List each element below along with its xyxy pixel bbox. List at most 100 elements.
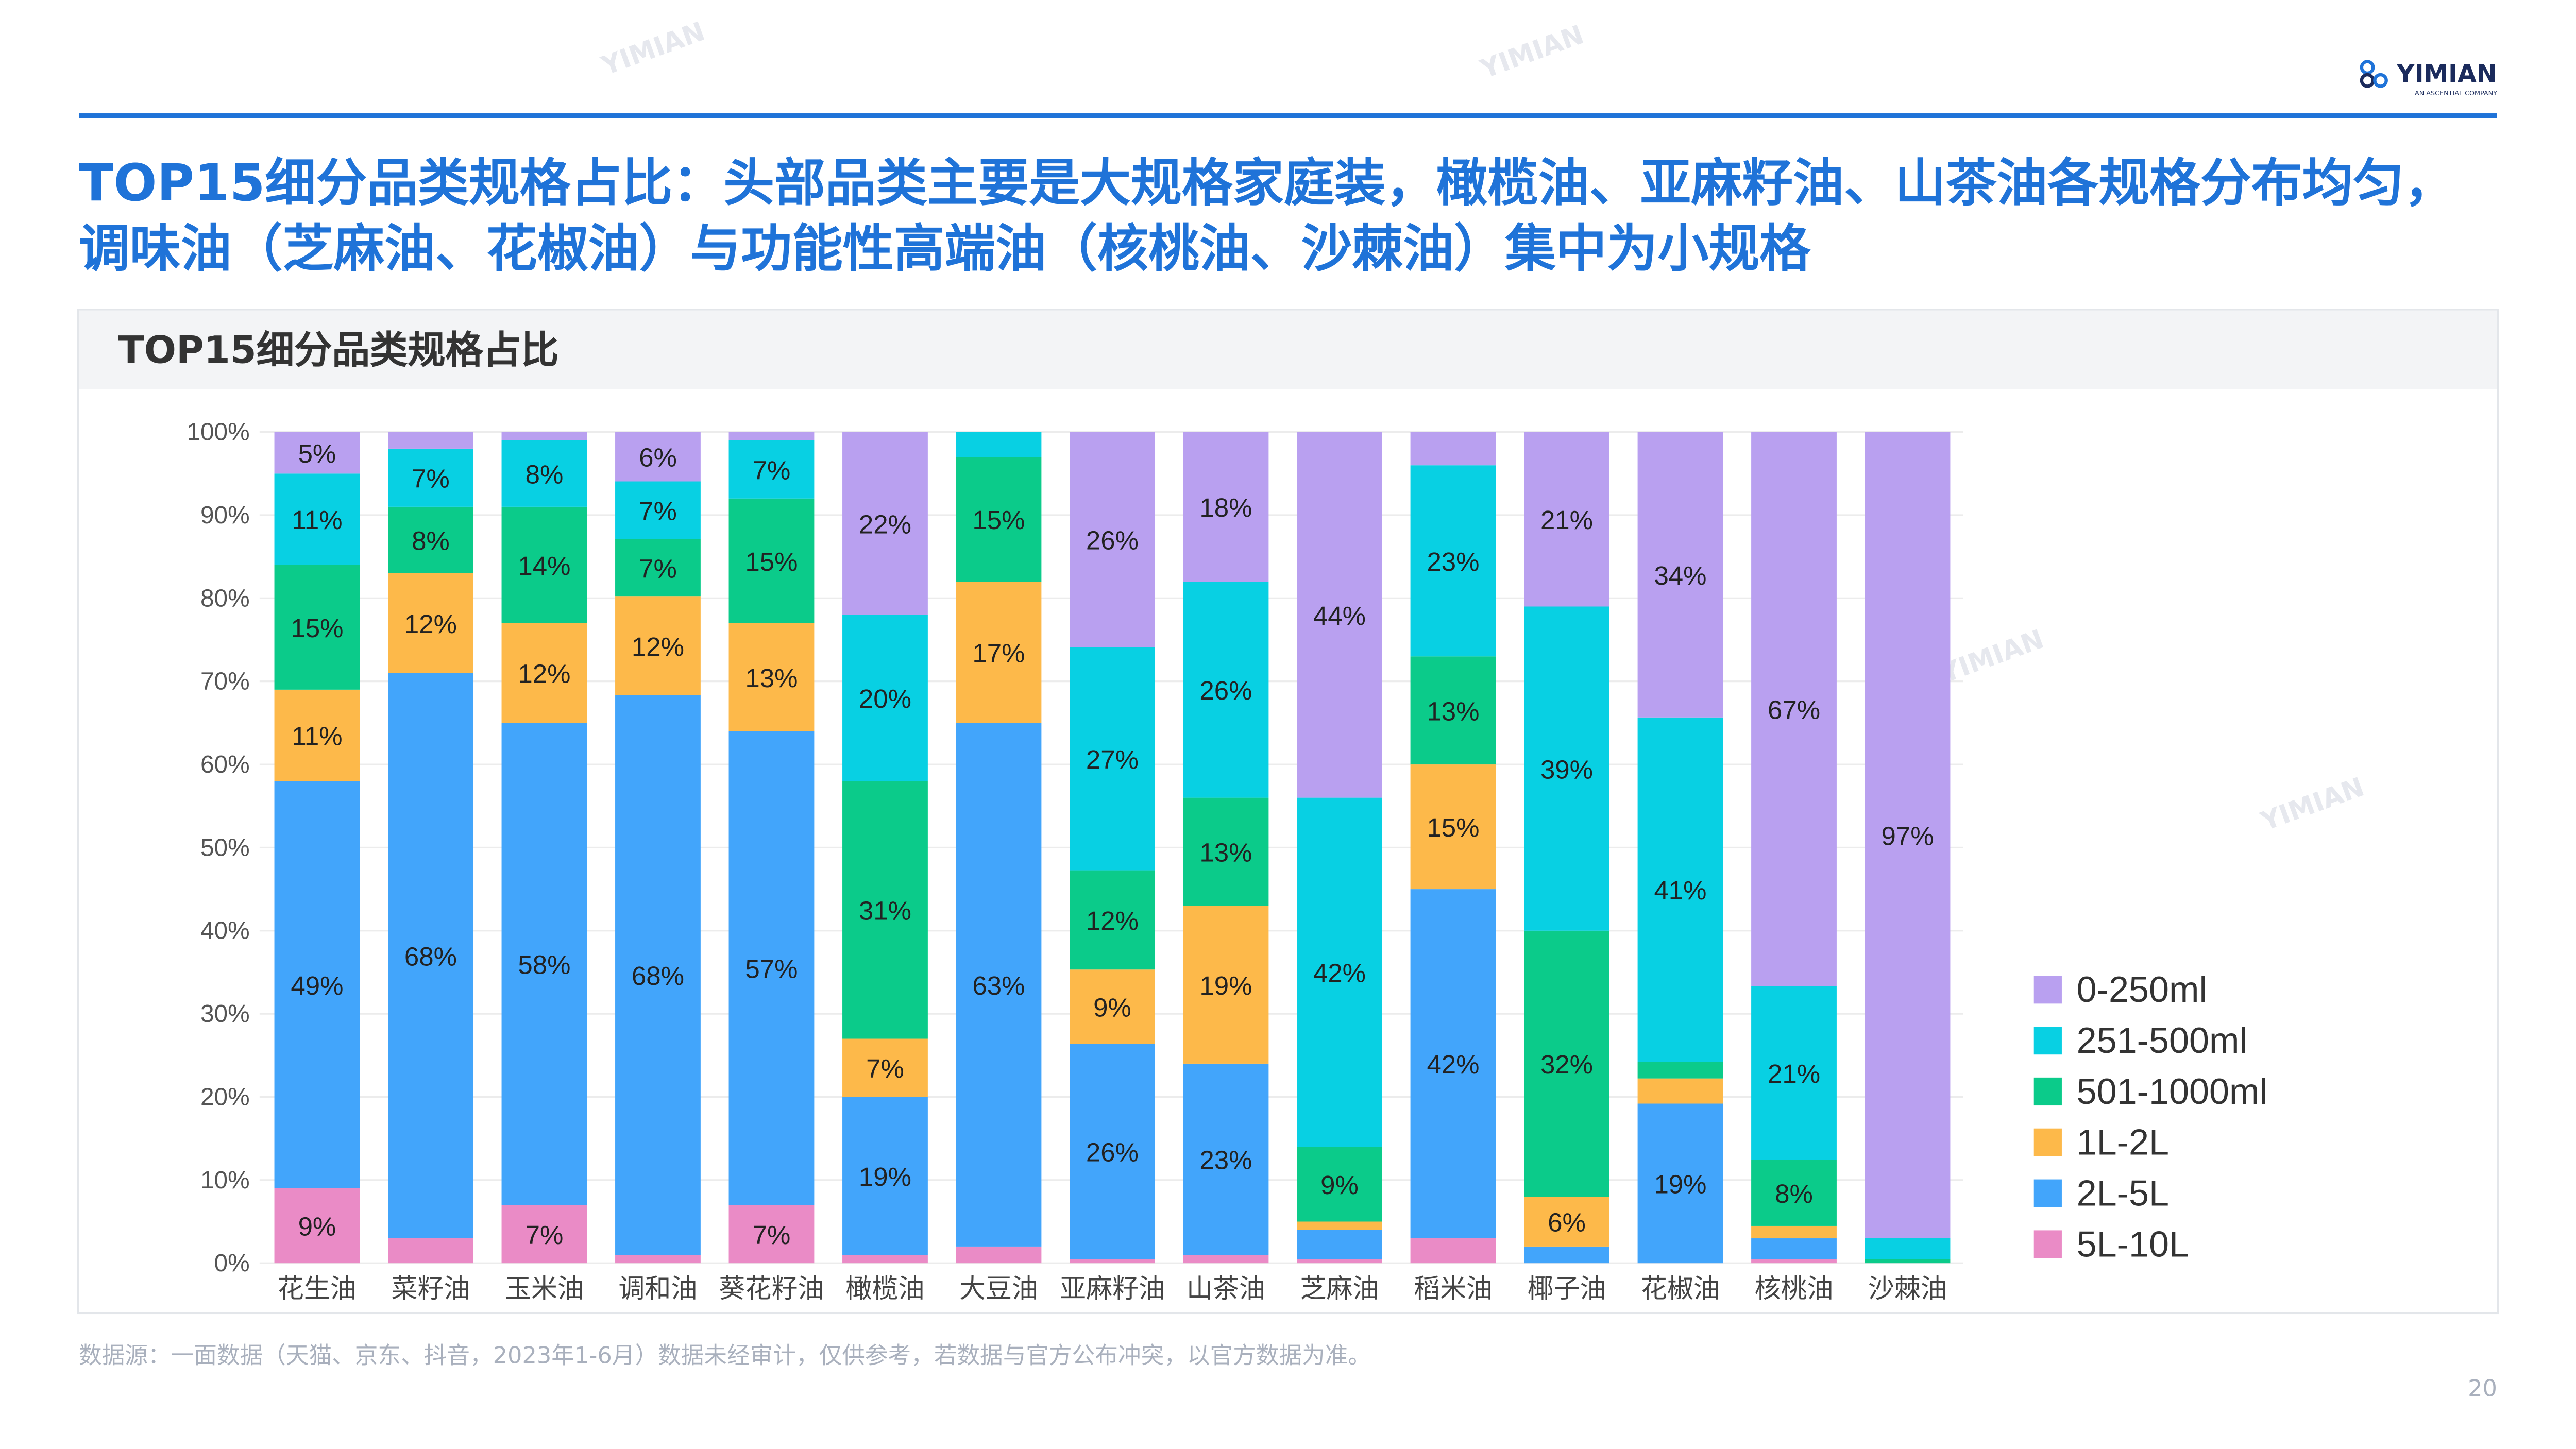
bar-segment	[842, 1097, 928, 1255]
data-label: 15%	[972, 505, 1025, 535]
bar-segment	[956, 432, 1042, 457]
bar-segment	[1183, 797, 1269, 906]
data-label: 21%	[1540, 505, 1593, 535]
data-label: 6%	[1548, 1208, 1586, 1237]
x-tick-label: 核桃油	[1754, 1274, 1833, 1304]
y-tick-label: 50%	[200, 834, 250, 861]
bar-segment	[842, 1255, 928, 1264]
bar-segment	[1070, 870, 1155, 970]
bar-segment	[1524, 1197, 1609, 1247]
data-label: 7%	[753, 1220, 791, 1250]
bar-segment	[1297, 1259, 1382, 1264]
bar-segment	[1410, 465, 1496, 657]
data-label: 23%	[1199, 1146, 1252, 1175]
bar-segment	[842, 615, 928, 781]
bar-segment	[615, 481, 701, 539]
legend-swatch	[2033, 1128, 2062, 1156]
bar-segment	[615, 695, 701, 1255]
bar-segment	[1070, 647, 1155, 871]
bar-segment	[501, 440, 587, 507]
brand-logo: YIMIAN	[2358, 59, 2497, 89]
data-label: 67%	[1768, 695, 1820, 725]
y-tick-label: 100%	[187, 419, 249, 446]
header-divider	[79, 113, 2497, 118]
bar-segment	[274, 689, 360, 781]
bar-segment	[728, 1205, 815, 1264]
bar-segment	[842, 781, 928, 1039]
data-label: 11%	[292, 722, 342, 751]
data-label: 68%	[632, 961, 684, 991]
brand-name: YIMIAN	[2397, 59, 2497, 89]
bar-segment	[1297, 797, 1382, 1147]
bar-segment	[388, 573, 473, 673]
data-label: 7%	[753, 455, 791, 485]
bar-segment	[1183, 1255, 1269, 1264]
legend-label: 2L-5L	[2077, 1173, 2169, 1214]
x-tick-label: 芝麻油	[1300, 1274, 1379, 1304]
bar-segment	[1751, 1238, 1837, 1259]
bar-segment	[1070, 432, 1155, 647]
data-label: 68%	[404, 942, 457, 971]
bar-segment	[1183, 432, 1269, 582]
data-label: 7%	[526, 1220, 564, 1250]
x-tick-label: 葵花籽油	[719, 1274, 824, 1304]
y-tick-label: 90%	[200, 502, 250, 529]
bar-segment	[956, 582, 1042, 723]
bar-segment	[1751, 1259, 1837, 1264]
data-label: 26%	[1199, 676, 1252, 705]
x-tick-label: 沙棘油	[1868, 1274, 1947, 1304]
data-label: 19%	[1654, 1169, 1706, 1199]
bar-segment	[956, 723, 1042, 1247]
data-label: 58%	[518, 950, 570, 979]
bar-segment	[728, 731, 815, 1205]
data-label: 42%	[1427, 1050, 1479, 1079]
bar-segment	[1637, 1078, 1723, 1104]
bar-segment	[274, 432, 360, 474]
legend-label: 501-1000ml	[2077, 1071, 2267, 1112]
legend-swatch	[2033, 976, 2062, 1004]
bar-segment	[1524, 606, 1609, 931]
data-label: 21%	[1768, 1059, 1820, 1088]
data-label: 15%	[291, 613, 343, 643]
bar-segment	[1865, 1259, 1951, 1264]
bar-segment	[1637, 1062, 1723, 1079]
bar-segment	[1524, 930, 1609, 1197]
bar-segment	[1410, 432, 1496, 466]
data-label: 20%	[859, 684, 911, 713]
data-label: 6%	[639, 443, 677, 472]
data-label: 5%	[298, 439, 336, 468]
bar-segment	[388, 432, 473, 449]
x-tick-label: 椰子油	[1527, 1274, 1606, 1304]
legend-swatch	[2033, 1230, 2062, 1258]
y-tick-label: 40%	[200, 917, 250, 945]
data-label: 8%	[412, 526, 450, 556]
bar-segment	[1410, 764, 1496, 890]
data-label: 26%	[1086, 1138, 1139, 1167]
bar-segment	[728, 623, 815, 731]
data-label: 23%	[1427, 547, 1479, 576]
bar-segment	[615, 432, 701, 482]
bar-segment	[956, 457, 1042, 582]
bar-segment	[388, 448, 473, 507]
data-label: 15%	[1427, 813, 1479, 842]
chart-title: TOP15细分品类规格占比	[79, 310, 2497, 389]
bar-segment	[1297, 1147, 1382, 1222]
bar-segment	[1751, 1160, 1837, 1226]
data-label: 7%	[639, 497, 677, 526]
brand-subtitle: AN ASCENTIAL COMPANY	[2414, 89, 2497, 97]
data-source-note: 数据源：一面数据（天猫、京东、抖音，2023年1-6月）数据未经审计，仅供参考，…	[79, 1343, 1371, 1370]
bar-segment	[615, 596, 701, 695]
data-label: 97%	[1881, 821, 1934, 850]
bar-segment	[1410, 1238, 1496, 1264]
bar-segment	[1524, 1246, 1609, 1264]
bar-segment	[501, 1205, 587, 1264]
data-label: 63%	[972, 971, 1025, 1000]
chart-panel: TOP15细分品类规格占比	[77, 309, 2499, 1315]
bar-segment	[274, 781, 360, 1188]
data-label: 22%	[859, 509, 911, 539]
bar-segment	[1410, 889, 1496, 1238]
x-tick-label: 玉米油	[505, 1274, 584, 1304]
bar-segment	[388, 1238, 473, 1264]
